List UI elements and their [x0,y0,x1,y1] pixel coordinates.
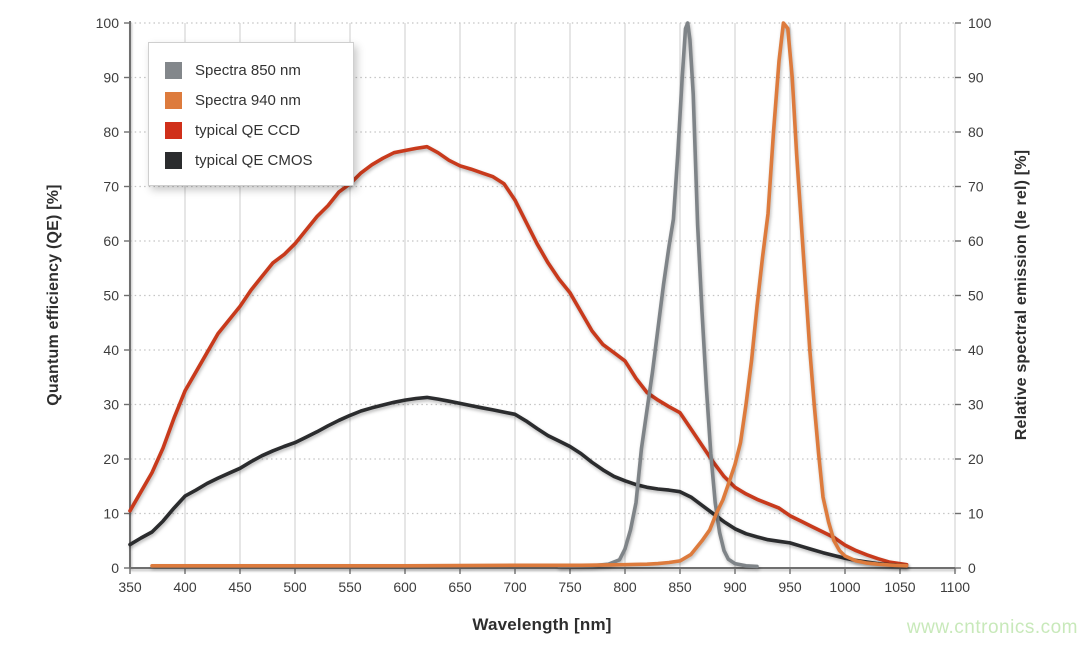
series-typical-qe-ccd [128,144,909,567]
x-tick-label: 800 [613,579,637,595]
x-tick-label: 750 [558,579,582,595]
x-tick-label: 500 [283,579,307,595]
y-tick-label-right: 70 [968,179,984,195]
y-tick-label-left: 90 [103,70,119,86]
y-tick-label-right: 50 [968,288,984,304]
y-tick-label-right: 100 [968,15,992,31]
x-tick-label: 650 [448,579,472,595]
y-tick-label-left: 50 [103,288,119,304]
watermark: www.cntronics.com [906,617,1078,638]
y-tick-label-left: 70 [103,179,119,195]
legend-swatch-spectra-850 [165,61,182,79]
legend-label: Spectra 940 nm [195,91,301,109]
y-tick-label-left: 0 [111,560,119,576]
chart-legend: Spectra 850 nm Spectra 940 nm typical QE… [148,42,354,186]
y-tick-label-right: 90 [968,70,984,86]
x-tick-label: 900 [723,579,747,595]
y-tick-label-right: 30 [968,397,984,413]
y-tick-label-left: 100 [96,15,120,31]
y-tick-label-right: 20 [968,451,984,467]
y-tick-label-left: 20 [103,451,119,467]
y-tick-label-right: 80 [968,124,984,140]
y-tick-label-right: 60 [968,233,984,249]
x-tick-label: 1100 [940,579,970,595]
y-tick-label-left: 10 [103,506,119,522]
y-axis-title-left: Quantum efficiency (QE) [%] [45,184,62,406]
legend-label: typical QE CMOS [195,151,313,169]
x-tick-label: 950 [778,579,802,595]
series-typical-qe-cmos [128,395,908,568]
x-tick-label: 1050 [884,579,915,595]
legend-label: typical QE CCD [195,121,301,139]
x-tick-label: 450 [228,579,252,595]
y-tick-label-left: 40 [103,342,119,358]
legend-item-qe-cmos: typical QE CMOS [165,145,353,175]
x-axis-title: Wavelength [nm] [472,615,612,634]
x-tick-label: 400 [173,579,197,595]
x-tick-label: 850 [668,579,692,595]
legend-swatch-spectra-940 [165,91,182,109]
x-tick-label: 700 [503,579,527,595]
y-tick-label-left: 30 [103,397,119,413]
x-tick-label: 550 [338,579,362,595]
x-tick-label: 600 [393,579,417,595]
legend-swatch-qe-cmos [165,151,182,169]
legend-label: Spectra 850 nm [195,61,301,79]
y-tick-label-left: 60 [103,233,119,249]
x-tick-label: 1000 [829,579,860,595]
legend-item-qe-ccd: typical QE CCD [165,115,353,145]
y-tick-label-right: 40 [968,342,984,358]
x-tick-label: 350 [118,579,142,595]
series-spectra-940-nm [150,21,909,568]
y-axis-title-right: Relative spectral emission (Ie rel) [%] [1013,149,1030,441]
y-tick-label-right: 10 [968,506,984,522]
y-tick-label-right: 0 [968,560,976,576]
y-tick-label-left: 80 [103,124,119,140]
legend-item-spectra-850: Spectra 850 nm [165,55,353,85]
series-spectra-850-nm [557,21,759,569]
legend-swatch-qe-ccd [165,121,182,139]
legend-item-spectra-940: Spectra 940 nm [165,85,353,115]
